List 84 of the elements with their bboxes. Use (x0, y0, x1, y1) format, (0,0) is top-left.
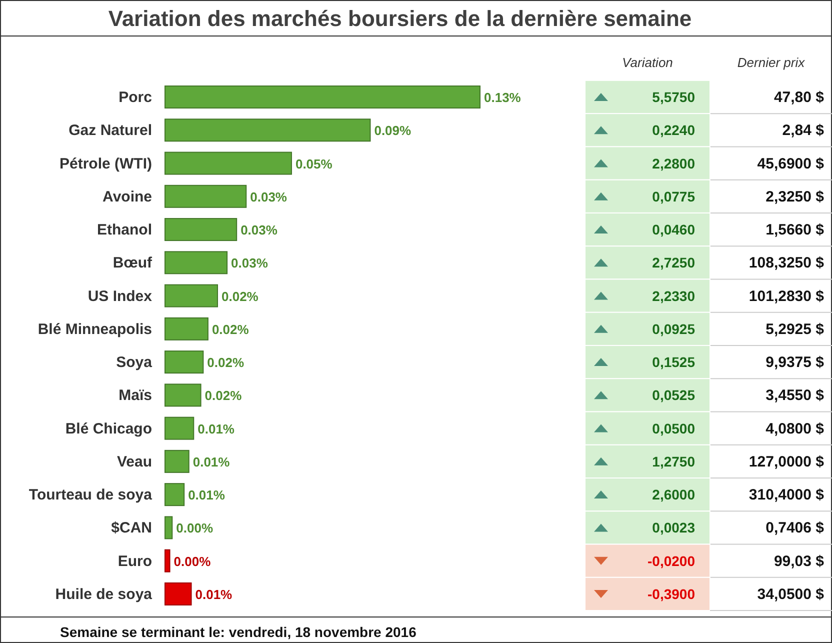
text: 1,2750 (652, 453, 695, 470)
y-tick-label: Maïs (118, 387, 152, 404)
data-label: 0.02% (207, 355, 244, 370)
bar (164, 218, 238, 242)
text: 5,5750 (652, 89, 695, 105)
data-label: 0.01% (192, 454, 230, 470)
text: 0,0023 (652, 520, 695, 536)
text: 108,3250 $ (748, 254, 824, 272)
text: 45,6900 $ (757, 155, 824, 172)
y-tick-label: Gaz Naturel (68, 122, 152, 140)
text: 2,3250 $ (766, 188, 824, 206)
bar (164, 384, 202, 407)
text: 0,0925 (652, 320, 695, 337)
category-label: Dernier prix (737, 55, 806, 70)
bar (164, 184, 247, 208)
bar (164, 450, 190, 473)
text: 99,03 $ (774, 552, 824, 570)
bar (164, 251, 228, 274)
text: 0,0775 (652, 188, 695, 204)
y-tick-label: Blé Minneapolis (38, 320, 152, 338)
y-tick-label: Porc (118, 89, 152, 106)
y-tick-label: $CAN (111, 520, 152, 537)
data-label: 0.13% (484, 90, 522, 105)
data-label: 0.02% (222, 288, 259, 304)
data-label: 0.03% (240, 222, 278, 238)
data-label: 0.01% (188, 488, 226, 503)
y-tick-label: Avoine (102, 188, 152, 206)
y-tick-label: Veau (116, 453, 152, 470)
y-tick-label: Pétrole (WTI) (60, 155, 152, 172)
category-label: Variation (622, 55, 673, 70)
bar (164, 483, 185, 506)
bar (164, 350, 204, 374)
text: 4,0800 $ (766, 420, 824, 438)
data-label: 0.01% (198, 421, 235, 436)
data-label: 0.02% (212, 322, 250, 337)
bar (164, 152, 292, 175)
text: -0,3900 (648, 586, 695, 602)
y-tick-label: Ethanol (97, 222, 152, 239)
data-label: 0.03% (250, 189, 288, 204)
text: 310,4000 $ (748, 486, 824, 504)
text: 0,0525 (652, 387, 695, 404)
text: 0,2240 (652, 122, 695, 138)
text: 0,0460 (652, 222, 695, 238)
text: -0,0200 (648, 552, 695, 569)
text: 1,5660 $ (766, 222, 824, 239)
data-label: 0.02% (204, 388, 242, 404)
bar (164, 86, 480, 108)
text: 2,7250 (652, 254, 695, 271)
bar (164, 416, 194, 440)
y-tick-label: Blé Chicago (65, 420, 152, 438)
text: 2,2800 (652, 155, 695, 172)
data-label: 0.03% (231, 256, 268, 271)
text: 2,2330 (652, 288, 695, 304)
y-tick-label: Soya (116, 354, 153, 372)
text: 101,2830 $ (748, 288, 824, 305)
text: 0,7406 $ (766, 520, 824, 537)
text: 34,0500 $ (757, 586, 824, 603)
data-label: 0.05% (295, 156, 333, 172)
text: 5,2925 $ (766, 320, 824, 338)
chart-title: Variation des marchés boursiers de la dernière semaine (108, 6, 692, 31)
bar (164, 549, 170, 572)
text: 9,9375 $ (766, 354, 824, 372)
y-tick-label: Bœuf (112, 254, 153, 272)
bar (164, 317, 208, 340)
text: 2,84 $ (782, 122, 824, 140)
data-label: 0.09% (374, 123, 412, 138)
text: 127,0000 $ (748, 453, 824, 470)
data-label: 0.00% (176, 520, 214, 536)
bar (164, 118, 371, 142)
text: 0,0500 (652, 420, 695, 436)
text: 3,4550 $ (766, 387, 824, 404)
text: 47,80 $ (774, 89, 824, 106)
data-label: 0.01% (195, 586, 233, 602)
text: 2,6000 (652, 486, 695, 503)
bar (164, 516, 173, 540)
bar (164, 582, 192, 606)
bar (164, 284, 218, 308)
text: 0,1525 (652, 354, 695, 370)
y-tick-label: US Index (88, 288, 153, 305)
text: Semaine se terminant le: vendredi, 18 novembre 2016 (60, 624, 417, 640)
y-tick-label: Huile de soya (55, 586, 153, 603)
y-tick-label: Euro (118, 552, 152, 570)
y-tick-label: Tourteau de soya (28, 486, 153, 504)
data-label: 0.00% (174, 554, 212, 569)
